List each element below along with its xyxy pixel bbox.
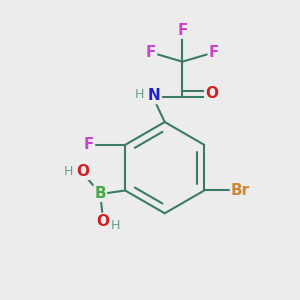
Text: O: O xyxy=(97,214,110,229)
Text: H: H xyxy=(64,165,73,178)
Text: H: H xyxy=(111,219,120,232)
Text: N: N xyxy=(148,88,161,103)
Text: H: H xyxy=(135,88,144,101)
Text: Br: Br xyxy=(231,183,250,198)
Text: O: O xyxy=(76,164,89,179)
Text: B: B xyxy=(94,186,106,201)
Text: F: F xyxy=(146,45,156,60)
Text: F: F xyxy=(83,137,94,152)
Text: F: F xyxy=(209,45,219,60)
Text: O: O xyxy=(205,86,218,101)
Text: F: F xyxy=(177,23,188,38)
